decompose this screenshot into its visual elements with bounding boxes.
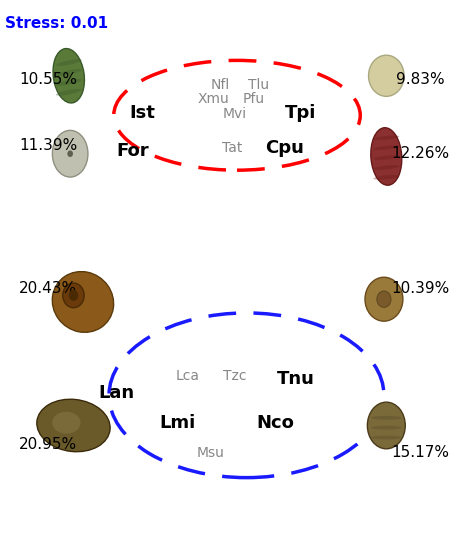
Text: 15.17%: 15.17% [391, 445, 449, 461]
Text: Tat: Tat [222, 141, 242, 155]
Text: Tnu: Tnu [277, 370, 315, 388]
Ellipse shape [365, 277, 403, 321]
Text: Tlu: Tlu [248, 78, 269, 92]
Ellipse shape [67, 150, 73, 157]
Ellipse shape [56, 69, 82, 76]
Ellipse shape [52, 131, 88, 177]
Text: 10.55%: 10.55% [19, 72, 77, 87]
Ellipse shape [52, 272, 114, 332]
Ellipse shape [63, 283, 84, 307]
Ellipse shape [369, 55, 404, 97]
Ellipse shape [52, 412, 81, 434]
Text: 20.95%: 20.95% [19, 437, 77, 452]
Text: Cpu: Cpu [265, 139, 304, 157]
Ellipse shape [374, 165, 399, 170]
Text: Stress: 0.01: Stress: 0.01 [5, 16, 108, 31]
Ellipse shape [371, 128, 402, 185]
Text: Pfu: Pfu [243, 92, 264, 106]
Text: 11.39%: 11.39% [19, 138, 77, 153]
Ellipse shape [56, 89, 82, 96]
Ellipse shape [371, 416, 402, 420]
Text: Tzc: Tzc [223, 369, 246, 383]
Text: For: For [117, 142, 149, 160]
Text: Msu: Msu [197, 446, 225, 460]
Ellipse shape [69, 290, 78, 301]
Ellipse shape [377, 291, 391, 307]
Text: 9.83%: 9.83% [396, 72, 445, 87]
Ellipse shape [374, 175, 399, 180]
Text: Lan: Lan [98, 384, 134, 401]
Text: Lca: Lca [175, 369, 199, 383]
Ellipse shape [374, 155, 399, 160]
Text: 12.26%: 12.26% [391, 146, 449, 161]
Text: Ist: Ist [129, 104, 155, 121]
Ellipse shape [371, 426, 402, 429]
Ellipse shape [56, 79, 82, 86]
Text: 10.39%: 10.39% [391, 281, 449, 296]
Text: 20.43%: 20.43% [19, 281, 77, 296]
Text: Nco: Nco [256, 414, 294, 432]
Ellipse shape [37, 399, 110, 452]
Ellipse shape [371, 436, 402, 439]
Text: Tpi: Tpi [285, 104, 317, 121]
Ellipse shape [374, 145, 399, 150]
Ellipse shape [56, 59, 82, 66]
Ellipse shape [374, 136, 399, 140]
Ellipse shape [367, 402, 405, 449]
Text: Mvi: Mvi [223, 107, 246, 121]
Text: Lmi: Lmi [160, 414, 196, 432]
Text: Xmu: Xmu [198, 92, 229, 106]
Text: Nfl: Nfl [211, 78, 230, 92]
Ellipse shape [53, 48, 84, 103]
